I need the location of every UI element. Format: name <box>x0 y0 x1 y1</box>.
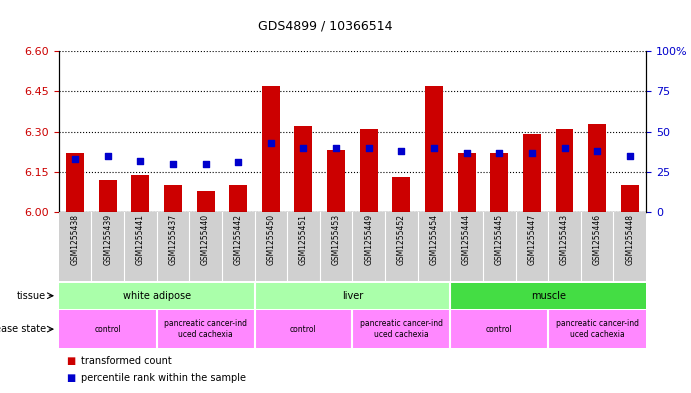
Bar <box>327 151 345 212</box>
Bar <box>523 134 541 212</box>
Bar <box>294 126 312 212</box>
Text: GSM1255442: GSM1255442 <box>234 214 243 265</box>
Point <box>461 149 472 156</box>
Text: GSM1255439: GSM1255439 <box>103 214 112 265</box>
Text: disease state: disease state <box>0 324 46 334</box>
Bar <box>131 174 149 212</box>
Bar <box>229 185 247 212</box>
Bar <box>262 86 280 212</box>
Text: ■: ■ <box>66 356 75 365</box>
Bar <box>59 283 254 309</box>
Text: GSM1255454: GSM1255454 <box>430 214 439 265</box>
Text: GSM1255437: GSM1255437 <box>169 214 178 265</box>
Text: pancreatic cancer-ind
uced cachexia: pancreatic cancer-ind uced cachexia <box>360 320 443 339</box>
Text: GSM1255452: GSM1255452 <box>397 214 406 265</box>
Bar <box>621 185 638 212</box>
Point <box>591 148 603 154</box>
Text: GSM1255444: GSM1255444 <box>462 214 471 265</box>
Bar <box>254 310 352 348</box>
Point <box>233 159 244 165</box>
Text: GSM1255453: GSM1255453 <box>332 214 341 265</box>
Point <box>70 156 81 162</box>
Bar <box>254 283 451 309</box>
Bar <box>548 310 646 348</box>
Text: percentile rank within the sample: percentile rank within the sample <box>81 373 246 383</box>
Point <box>428 145 439 151</box>
Bar <box>556 129 574 212</box>
Text: GSM1255450: GSM1255450 <box>266 214 275 265</box>
Bar <box>451 310 548 348</box>
Text: GSM1255441: GSM1255441 <box>136 214 145 265</box>
Bar <box>157 310 254 348</box>
Point <box>363 145 375 151</box>
Bar <box>197 191 214 212</box>
Point <box>167 161 178 167</box>
Text: pancreatic cancer-ind
uced cachexia: pancreatic cancer-ind uced cachexia <box>164 320 247 339</box>
Bar <box>352 310 451 348</box>
Bar <box>425 86 443 212</box>
Point <box>527 149 538 156</box>
Text: white adipose: white adipose <box>122 291 191 301</box>
Point <box>396 148 407 154</box>
Text: liver: liver <box>342 291 363 301</box>
Text: GSM1255449: GSM1255449 <box>364 214 373 265</box>
Text: ■: ■ <box>66 373 75 383</box>
Bar <box>59 310 157 348</box>
Text: GSM1255438: GSM1255438 <box>70 214 79 265</box>
Text: control: control <box>486 325 513 334</box>
Text: GDS4899 / 10366514: GDS4899 / 10366514 <box>258 20 392 33</box>
Bar <box>99 180 117 212</box>
Bar <box>491 153 508 212</box>
Bar <box>164 185 182 212</box>
Point <box>135 158 146 164</box>
Text: GSM1255447: GSM1255447 <box>527 214 536 265</box>
Point <box>624 152 635 159</box>
Bar <box>66 153 84 212</box>
Point <box>298 145 309 151</box>
Text: GSM1255440: GSM1255440 <box>201 214 210 265</box>
Text: transformed count: transformed count <box>81 356 171 365</box>
Point <box>265 140 276 146</box>
Text: GSM1255445: GSM1255445 <box>495 214 504 265</box>
Bar <box>392 177 410 212</box>
Text: GSM1255443: GSM1255443 <box>560 214 569 265</box>
Text: control: control <box>290 325 317 334</box>
Bar <box>360 129 378 212</box>
Text: control: control <box>94 325 121 334</box>
Bar <box>457 153 475 212</box>
Bar <box>588 123 606 212</box>
Point <box>559 145 570 151</box>
Text: GSM1255446: GSM1255446 <box>593 214 602 265</box>
Text: tissue: tissue <box>17 291 46 301</box>
Text: pancreatic cancer-ind
uced cachexia: pancreatic cancer-ind uced cachexia <box>556 320 638 339</box>
Point <box>330 145 341 151</box>
Text: GSM1255448: GSM1255448 <box>625 214 634 265</box>
Point <box>493 149 504 156</box>
Text: GSM1255451: GSM1255451 <box>299 214 308 265</box>
Text: muscle: muscle <box>531 291 566 301</box>
Bar <box>451 283 646 309</box>
Point <box>102 152 113 159</box>
Point <box>200 161 211 167</box>
